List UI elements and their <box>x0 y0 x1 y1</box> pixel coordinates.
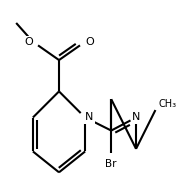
Text: O: O <box>24 37 33 47</box>
Text: N: N <box>132 112 140 123</box>
Text: CH₃: CH₃ <box>158 99 176 109</box>
Text: N: N <box>85 112 94 123</box>
Text: Br: Br <box>106 159 117 169</box>
Text: O: O <box>85 37 94 47</box>
